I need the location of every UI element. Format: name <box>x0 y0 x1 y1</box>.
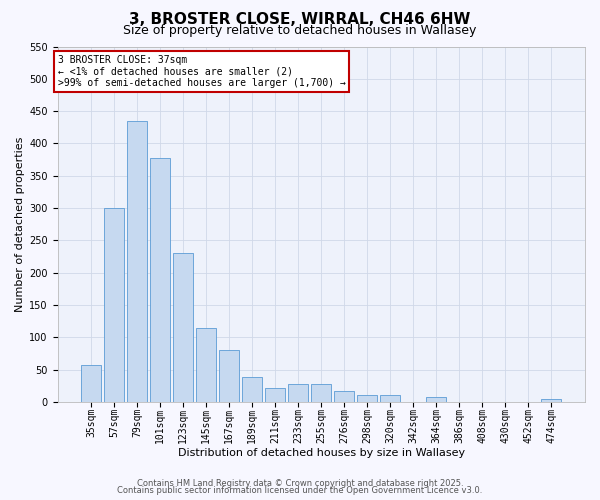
Bar <box>265 388 285 402</box>
Bar <box>82 365 101 402</box>
Bar <box>173 253 193 402</box>
Text: 3 BROSTER CLOSE: 37sqm
← <1% of detached houses are smaller (2)
>99% of semi-det: 3 BROSTER CLOSE: 37sqm ← <1% of detached… <box>58 55 346 88</box>
Bar <box>242 378 262 402</box>
Bar <box>427 396 446 402</box>
Bar <box>151 158 170 402</box>
Bar <box>104 208 124 402</box>
Bar <box>289 384 308 402</box>
Bar <box>334 391 354 402</box>
Text: Size of property relative to detached houses in Wallasey: Size of property relative to detached ho… <box>124 24 476 37</box>
Text: 3, BROSTER CLOSE, WIRRAL, CH46 6HW: 3, BROSTER CLOSE, WIRRAL, CH46 6HW <box>130 12 470 28</box>
X-axis label: Distribution of detached houses by size in Wallasey: Distribution of detached houses by size … <box>178 448 465 458</box>
Bar <box>311 384 331 402</box>
Bar <box>196 328 216 402</box>
Bar <box>541 399 561 402</box>
Text: Contains public sector information licensed under the Open Government Licence v3: Contains public sector information licen… <box>118 486 482 495</box>
Bar <box>358 396 377 402</box>
Bar <box>220 350 239 402</box>
Bar <box>127 121 147 402</box>
Text: Contains HM Land Registry data © Crown copyright and database right 2025.: Contains HM Land Registry data © Crown c… <box>137 478 463 488</box>
Y-axis label: Number of detached properties: Number of detached properties <box>15 136 25 312</box>
Bar <box>380 396 400 402</box>
